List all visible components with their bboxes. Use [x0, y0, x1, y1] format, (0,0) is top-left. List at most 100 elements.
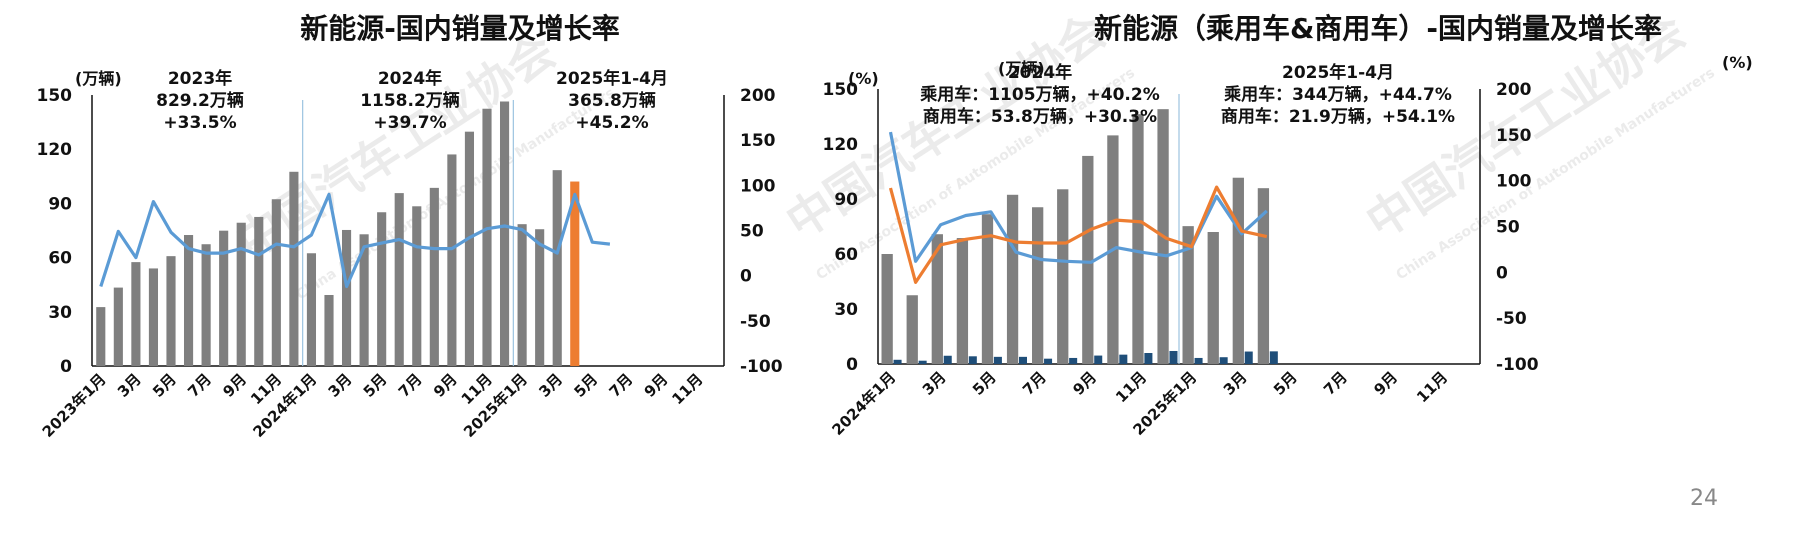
y-tick-label: 0 — [846, 355, 858, 375]
x-tick-label: 11月 — [1413, 368, 1451, 406]
x-tick-label: 5月 — [969, 368, 1000, 399]
x-tick-label: 7月 — [606, 370, 637, 401]
annotation-line: 1158.2万辆 — [360, 90, 460, 111]
growth-line — [888, 131, 1268, 264]
x-tick-label: 7月 — [184, 370, 215, 401]
bar-passenger — [1082, 155, 1094, 364]
bar-passenger — [956, 238, 969, 364]
watermark-right: 中国汽车工业协会 China Association of Automobile… — [777, 4, 1718, 284]
bar-passenger — [1232, 177, 1244, 364]
bar — [341, 229, 352, 366]
bar-commercial — [1094, 355, 1103, 364]
bar-commercial — [1119, 354, 1128, 364]
bar-commercial — [1219, 357, 1228, 364]
y-tick-label: 90 — [48, 194, 72, 214]
annotation-line: 2025年1-4月 — [1282, 62, 1394, 83]
bar — [464, 131, 475, 366]
bar-commercial — [1169, 350, 1178, 364]
page-number: 24 — [1690, 486, 1718, 511]
x-tick-label: 2024年1月 — [829, 368, 900, 439]
y2-tick-label: 100 — [1496, 172, 1532, 192]
annotation-line: +33.5% — [163, 113, 236, 133]
bar — [236, 222, 246, 366]
x-tick-label: 3月 — [535, 370, 566, 401]
bar — [219, 230, 229, 366]
y2-tick-label: -100 — [1496, 355, 1539, 375]
y-tick-label: 90 — [834, 190, 858, 210]
bar — [271, 199, 281, 366]
x-tick-label: 5月 — [1270, 368, 1301, 399]
bar-commercial — [1144, 353, 1153, 364]
growth-line — [99, 192, 611, 289]
bar-passenger — [1032, 207, 1044, 364]
y2-tick-label: 50 — [740, 222, 764, 242]
y2-tick-label: 200 — [1496, 80, 1532, 100]
annotation-line: 829.2万辆 — [156, 90, 244, 111]
bar-passenger — [1257, 188, 1270, 364]
bar — [482, 108, 492, 367]
bar-passenger — [1006, 194, 1019, 364]
bar — [552, 170, 562, 366]
x-tick-label: 3月 — [114, 370, 145, 401]
bar — [429, 187, 439, 366]
annotation-line: 商用车：21.9万辆，+54.1% — [1221, 106, 1455, 127]
bar-commercial — [993, 356, 1002, 364]
bar-commercial — [1269, 351, 1278, 364]
bar — [570, 181, 580, 366]
y-tick-label: 0 — [60, 357, 72, 377]
bar-passenger — [931, 234, 943, 364]
bar — [306, 253, 317, 366]
x-tick-label: 5月 — [570, 370, 601, 401]
x-tick-label: 3月 — [325, 370, 356, 401]
chart-1: 新能源-国内销量及增长率 (万辆) (%) 150 120 90 60 30 0 200 15… — [37, 12, 879, 441]
bar-passenger — [1132, 114, 1144, 364]
x-tick-label: 9月 — [219, 370, 250, 401]
annotation-line: 乘用车：344万辆，+44.7% — [1223, 84, 1452, 105]
bar — [324, 294, 334, 366]
y-tick-label: 30 — [48, 303, 72, 323]
annotation-line: 2025年1-4月 — [556, 68, 668, 89]
bar — [131, 262, 141, 366]
bar-commercial — [1044, 358, 1053, 364]
y-tick-label: 120 — [823, 135, 859, 155]
chart-2-right-unit: (%) — [1722, 53, 1753, 72]
bar-commercial — [893, 359, 902, 364]
x-tick-label: 3月 — [1220, 368, 1251, 399]
chart-2-left-unit: (万辆) — [998, 59, 1045, 78]
x-tick-label: 7月 — [1019, 368, 1050, 399]
y2-tick-label: 150 — [740, 131, 776, 151]
bar-commercial — [1069, 357, 1078, 364]
x-tick-label: 11月 — [668, 370, 706, 408]
growth-line — [888, 185, 1268, 284]
x-tick-label: 5月 — [149, 370, 180, 401]
y2-tick-label: 150 — [1496, 126, 1532, 146]
chart-1-title: 新能源-国内销量及增长率 — [300, 12, 620, 45]
x-tick-label: 9月 — [1069, 368, 1100, 399]
x-tick-label: 7月 — [1320, 368, 1351, 399]
x-tick-label: 2023年1月 — [39, 370, 110, 441]
y-tick-label: 150 — [37, 86, 73, 106]
bar — [535, 229, 545, 366]
bar-commercial — [943, 355, 952, 364]
bar-passenger — [1057, 189, 1069, 364]
bar — [113, 287, 123, 366]
y-tick-label: 30 — [834, 300, 858, 320]
x-tick-label: 9月 — [641, 370, 672, 401]
bar-passenger — [981, 214, 994, 364]
annotation-line: 2023年 — [168, 68, 232, 89]
chart-1-left-unit: (万辆) — [75, 69, 122, 88]
bar-passenger — [1207, 232, 1219, 364]
annotation-line: +39.7% — [373, 113, 446, 133]
annotation-line: 365.8万辆 — [568, 90, 656, 111]
bar-passenger — [906, 295, 918, 364]
y2-tick-label: 0 — [1496, 263, 1508, 283]
bar — [289, 171, 299, 366]
bar — [254, 216, 264, 366]
annotation-line: 乘用车：1105万辆，+40.2% — [919, 84, 1160, 105]
y2-tick-label: -100 — [740, 357, 783, 377]
y2-tick-label: 50 — [1496, 218, 1520, 238]
x-tick-label: 11月 — [1112, 368, 1150, 406]
bar — [447, 154, 457, 366]
y-tick-label: 60 — [48, 249, 72, 269]
